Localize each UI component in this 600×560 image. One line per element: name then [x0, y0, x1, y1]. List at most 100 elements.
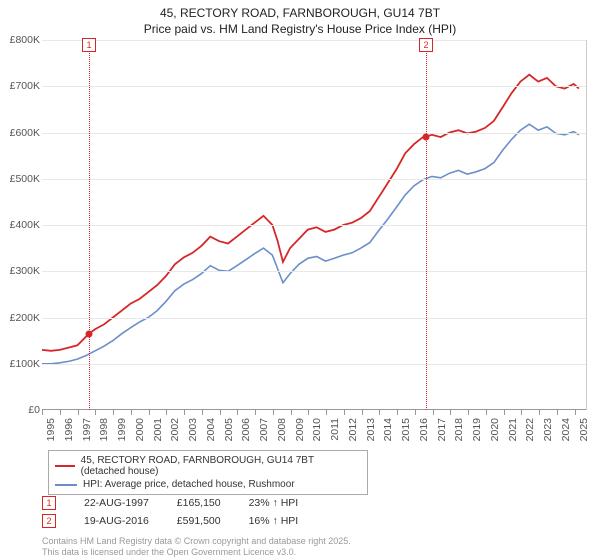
annotation-price-2: £591,500	[177, 515, 221, 527]
x-tick-mark	[362, 410, 363, 415]
x-tick-label: 2019	[471, 418, 483, 441]
x-tick-mark	[326, 410, 327, 415]
x-tick-label: 2008	[276, 418, 288, 441]
y-axis: £0£100K£200K£300K£400K£500K£600K£700K£80…	[0, 40, 42, 410]
x-tick-label: 2010	[311, 418, 323, 441]
plot-area: 12	[42, 40, 587, 410]
gridline	[42, 86, 586, 87]
x-tick-label: 2023	[542, 418, 554, 441]
x-tick-mark	[149, 410, 150, 415]
y-tick-label: £700K	[10, 80, 40, 92]
x-tick-mark	[433, 410, 434, 415]
x-tick-label: 2006	[240, 418, 252, 441]
y-tick-label: £200K	[10, 312, 40, 324]
x-tick-mark	[557, 410, 558, 415]
x-tick-label: 1998	[98, 418, 110, 441]
x-tick-mark	[237, 410, 238, 415]
x-tick-mark	[308, 410, 309, 415]
legend-swatch-1	[55, 465, 75, 467]
y-tick-label: £800K	[10, 34, 40, 46]
data-point-marker	[422, 133, 429, 140]
annotation-delta-1: 23% ↑ HPI	[249, 497, 299, 509]
x-tick-mark	[291, 410, 292, 415]
legend-label-1: 45, RECTORY ROAD, FARNBOROUGH, GU14 7BT …	[81, 455, 361, 477]
legend-label-2: HPI: Average price, detached house, Rush…	[83, 479, 295, 490]
x-tick-mark	[486, 410, 487, 415]
x-tick-label: 1996	[63, 418, 75, 441]
y-tick-label: £600K	[10, 127, 40, 139]
gridline	[42, 179, 586, 180]
x-tick-mark	[42, 410, 43, 415]
x-tick-label: 2022	[524, 418, 536, 441]
x-tick-mark	[78, 410, 79, 415]
y-tick-label: £100K	[10, 358, 40, 370]
annotation-flag: 2	[419, 38, 433, 52]
x-axis: 1995199619971998199920002001200220032004…	[42, 410, 587, 450]
x-tick-label: 2021	[507, 418, 519, 441]
x-tick-mark	[113, 410, 114, 415]
x-tick-label: 2013	[365, 418, 377, 441]
x-tick-label: 2015	[400, 418, 412, 441]
x-tick-label: 2001	[152, 418, 164, 441]
y-tick-label: £0	[28, 404, 40, 416]
x-tick-label: 2005	[223, 418, 235, 441]
gridline	[42, 133, 586, 134]
x-tick-mark	[131, 410, 132, 415]
x-tick-label: 2000	[134, 418, 146, 441]
x-tick-mark	[220, 410, 221, 415]
x-tick-mark	[255, 410, 256, 415]
x-tick-label: 2004	[205, 418, 217, 441]
x-tick-label: 2011	[329, 418, 341, 441]
annotation-vline	[89, 40, 90, 410]
annotation-date-1: 22-AUG-1997	[84, 497, 149, 509]
x-tick-label: 2020	[489, 418, 501, 441]
x-tick-label: 2016	[418, 418, 430, 441]
x-tick-mark	[344, 410, 345, 415]
x-tick-mark	[60, 410, 61, 415]
x-tick-mark	[184, 410, 185, 415]
gridline	[42, 225, 586, 226]
line-hpi	[42, 124, 579, 364]
gridline	[42, 364, 586, 365]
gridline	[42, 318, 586, 319]
annotation-marker-1: 1	[42, 496, 56, 510]
annotation-delta-2: 16% ↑ HPI	[249, 515, 299, 527]
x-tick-label: 2017	[436, 418, 448, 441]
x-tick-label: 2014	[382, 418, 394, 441]
gridline	[42, 40, 586, 41]
x-tick-label: 2009	[294, 418, 306, 441]
x-tick-mark	[468, 410, 469, 415]
annotation-price-1: £165,150	[177, 497, 221, 509]
x-tick-label: 2007	[258, 418, 270, 441]
chart-title: 45, RECTORY ROAD, FARNBOROUGH, GU14 7BT	[0, 0, 600, 22]
y-tick-label: £500K	[10, 173, 40, 185]
annotation-flag: 1	[82, 38, 96, 52]
gridline	[42, 271, 586, 272]
x-tick-label: 1995	[45, 418, 57, 441]
x-tick-mark	[379, 410, 380, 415]
x-tick-mark	[539, 410, 540, 415]
x-tick-mark	[415, 410, 416, 415]
x-tick-label: 1999	[116, 418, 128, 441]
x-tick-label: 1997	[81, 418, 93, 441]
x-tick-mark	[95, 410, 96, 415]
copyright: Contains HM Land Registry data © Crown c…	[42, 536, 582, 558]
x-tick-label: 2003	[187, 418, 199, 441]
chart-subtitle: Price paid vs. HM Land Registry's House …	[0, 22, 600, 36]
x-tick-mark	[273, 410, 274, 415]
x-tick-label: 2025	[578, 418, 590, 441]
x-tick-mark	[450, 410, 451, 415]
x-tick-label: 2012	[347, 418, 359, 441]
x-tick-mark	[521, 410, 522, 415]
annotation-vline	[426, 40, 427, 410]
x-tick-mark	[575, 410, 576, 415]
annotation-table: 1 22-AUG-1997 £165,150 23% ↑ HPI 2 19-AU…	[42, 494, 587, 530]
x-tick-mark	[202, 410, 203, 415]
legend: 45, RECTORY ROAD, FARNBOROUGH, GU14 7BT …	[48, 450, 368, 495]
annotation-marker-2: 2	[42, 514, 56, 528]
x-tick-mark	[504, 410, 505, 415]
x-tick-label: 2024	[560, 418, 572, 441]
x-tick-mark	[166, 410, 167, 415]
x-tick-label: 2018	[453, 418, 465, 441]
y-tick-label: £300K	[10, 265, 40, 277]
